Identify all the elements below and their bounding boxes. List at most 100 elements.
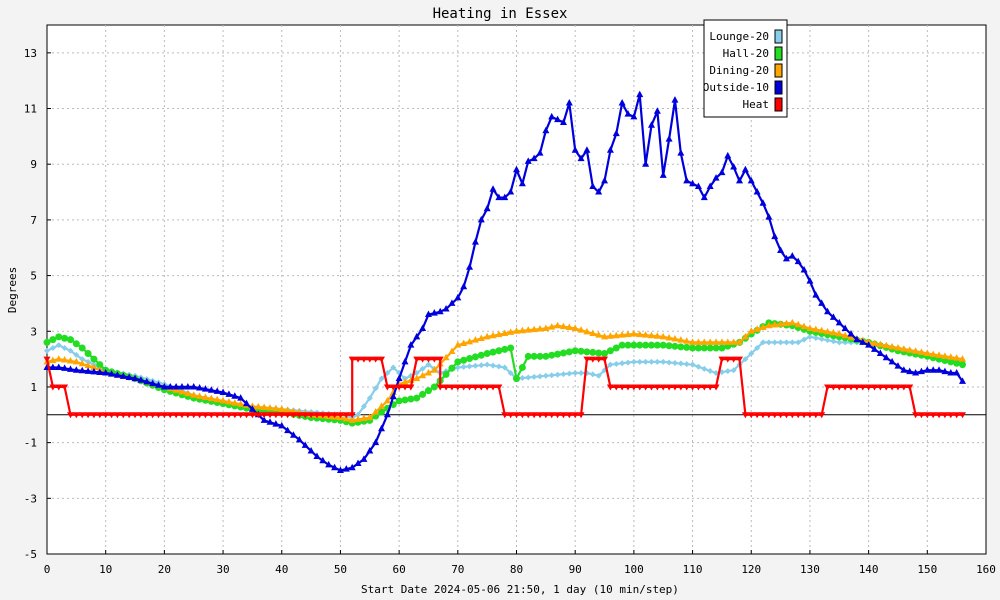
outside-10-point <box>835 318 843 326</box>
outside-10-point <box>307 446 315 454</box>
hall-20-point <box>483 350 491 358</box>
dining-20-point <box>554 321 562 329</box>
heat-point <box>841 384 849 391</box>
hall-20-point <box>671 342 679 350</box>
dining-20-point <box>542 324 550 331</box>
outside-10-point <box>501 193 509 201</box>
outside-10-point <box>841 324 849 331</box>
x-tick-label: 0 <box>44 563 51 576</box>
outside-10-point <box>736 176 744 184</box>
outside-10-point <box>483 204 491 212</box>
heat-point <box>436 384 444 391</box>
heat-point <box>201 412 209 419</box>
heat-point <box>653 384 661 391</box>
legend-swatch-lounge-20 <box>774 29 783 44</box>
hall-20-point <box>413 394 421 402</box>
hall-20-point <box>55 333 63 341</box>
hall-20-point <box>395 397 403 405</box>
dining-20-point <box>583 327 591 335</box>
lounge-20-point <box>484 361 491 368</box>
legend-label-heat: Heat <box>743 98 770 111</box>
hall-20-point <box>495 347 503 355</box>
outside-10-point <box>800 266 808 273</box>
heat-point <box>278 412 286 419</box>
dining-20-point <box>571 324 579 331</box>
hall-20-point <box>542 352 550 360</box>
heat-point <box>876 384 884 391</box>
heat-point <box>419 356 427 363</box>
dining-20-point <box>55 355 63 362</box>
legend-swatch-dining-20 <box>774 63 783 78</box>
dining-20-point <box>624 330 632 338</box>
hall-20-point <box>448 364 456 372</box>
dining-20-point <box>788 318 796 326</box>
hall-20-point <box>96 361 104 369</box>
heat-point <box>559 412 567 419</box>
dining-20-point <box>959 355 967 362</box>
heat-point <box>172 412 180 419</box>
heat-point <box>941 412 949 419</box>
heat-point <box>565 412 573 419</box>
hall-20-point <box>689 344 697 352</box>
heat-point <box>243 412 251 419</box>
outside-10-point <box>113 371 121 378</box>
heat-point <box>706 384 714 391</box>
outside-10-point <box>536 149 544 156</box>
hall-20-point <box>589 348 597 356</box>
outside-10-point <box>178 382 186 390</box>
outside-10-point <box>747 176 755 184</box>
outside-10-point <box>301 441 309 448</box>
outside-10-point <box>237 394 245 401</box>
outside-10-point <box>289 431 297 438</box>
dining-20-point <box>266 404 274 411</box>
dining-20-point <box>642 331 650 338</box>
heat-point <box>589 356 597 363</box>
hall-20-point <box>471 353 479 361</box>
heat-point <box>389 384 397 391</box>
dining-20-point <box>794 320 802 328</box>
heat-point <box>782 412 790 419</box>
lounge-20-point <box>466 363 473 370</box>
heat-point <box>865 384 873 391</box>
heat-point <box>753 412 761 419</box>
heat-point <box>336 412 344 419</box>
lounge-20-point <box>360 403 367 410</box>
dining-20-point <box>354 415 362 422</box>
heat-point <box>624 384 632 391</box>
heat-point <box>694 384 702 391</box>
y-tick-label: -1 <box>24 437 37 450</box>
heat-point <box>689 384 697 391</box>
dining-20-point <box>237 400 245 407</box>
outside-10-point <box>741 165 749 173</box>
outside-10-point <box>155 381 163 388</box>
lounge-20-point <box>748 350 755 357</box>
dining-20-point <box>284 406 292 413</box>
y-tick-label: 1 <box>30 381 37 394</box>
heat-point <box>917 412 925 419</box>
outside-10-point <box>518 179 526 187</box>
lounge-20-point <box>695 363 702 370</box>
heat-point <box>307 412 315 419</box>
heat-point <box>319 412 327 419</box>
y-tick-label: 7 <box>30 214 37 227</box>
dining-20-point <box>454 341 462 348</box>
lounge-20-point <box>490 362 497 369</box>
hall-20-point <box>460 356 468 364</box>
heat-point <box>108 412 116 419</box>
dining-20-point <box>366 413 374 421</box>
dining-20-point <box>847 333 855 340</box>
lounge-20-point <box>372 385 379 392</box>
heat-point <box>49 384 57 391</box>
lounge-20-point <box>419 365 426 372</box>
outside-10-point <box>589 182 597 189</box>
dining-20-point <box>777 320 785 327</box>
dining-20-point <box>178 387 186 395</box>
heat-point <box>96 412 104 419</box>
x-tick-label: 90 <box>569 563 582 576</box>
lounge-20-point <box>625 359 632 366</box>
lounge-20-point <box>619 360 626 367</box>
x-tick-label: 110 <box>683 563 703 576</box>
dining-20-point <box>466 337 474 345</box>
heat-point <box>113 412 121 419</box>
dining-20-point <box>448 347 456 354</box>
